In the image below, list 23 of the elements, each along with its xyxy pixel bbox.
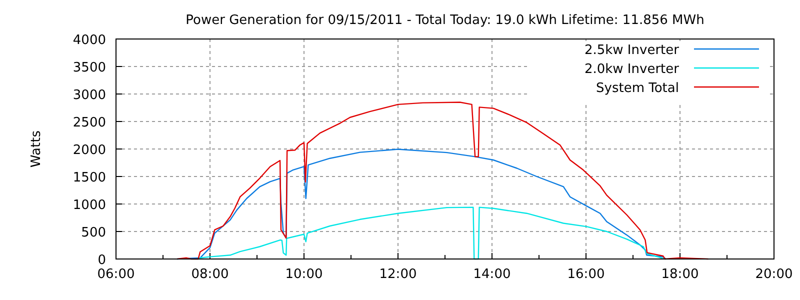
x-tick-label: 14:00 — [473, 267, 511, 282]
legend-label: System Total — [596, 81, 679, 96]
y-tick-label: 2000 — [72, 143, 106, 158]
legend-label: 2.0kw Inverter — [584, 62, 680, 77]
y-tick-label: 3000 — [72, 88, 106, 103]
x-tick-label: 10:00 — [285, 267, 323, 282]
y-tick-label: 4000 — [72, 33, 106, 48]
y-axis-title: Watts — [29, 130, 44, 168]
y-tick-label: 3500 — [72, 60, 106, 76]
y-tick-label: 500 — [81, 226, 106, 240]
x-tick-label: 20:00 — [755, 267, 793, 282]
y-tick-label: 1500 — [72, 170, 106, 186]
x-tick-label: 12:00 — [379, 267, 417, 282]
x-tick-label: 06:00 — [97, 267, 135, 282]
legend-label: 2.5kw Inverter — [584, 43, 680, 58]
x-tick-label: 08:00 — [191, 267, 229, 282]
x-tick-label: 18:00 — [661, 267, 699, 282]
y-tick-label: 0 — [98, 253, 106, 268]
y-tick-label: 1000 — [72, 198, 106, 213]
y-tick-label: 2500 — [72, 116, 106, 130]
x-tick-label: 16:00 — [567, 267, 605, 282]
line-series — [198, 206, 666, 260]
chart-title: Power Generation for 09/15/2011 - Total Today: 19.0 kWh Lifetime: 11.856 MWh — [186, 13, 704, 28]
